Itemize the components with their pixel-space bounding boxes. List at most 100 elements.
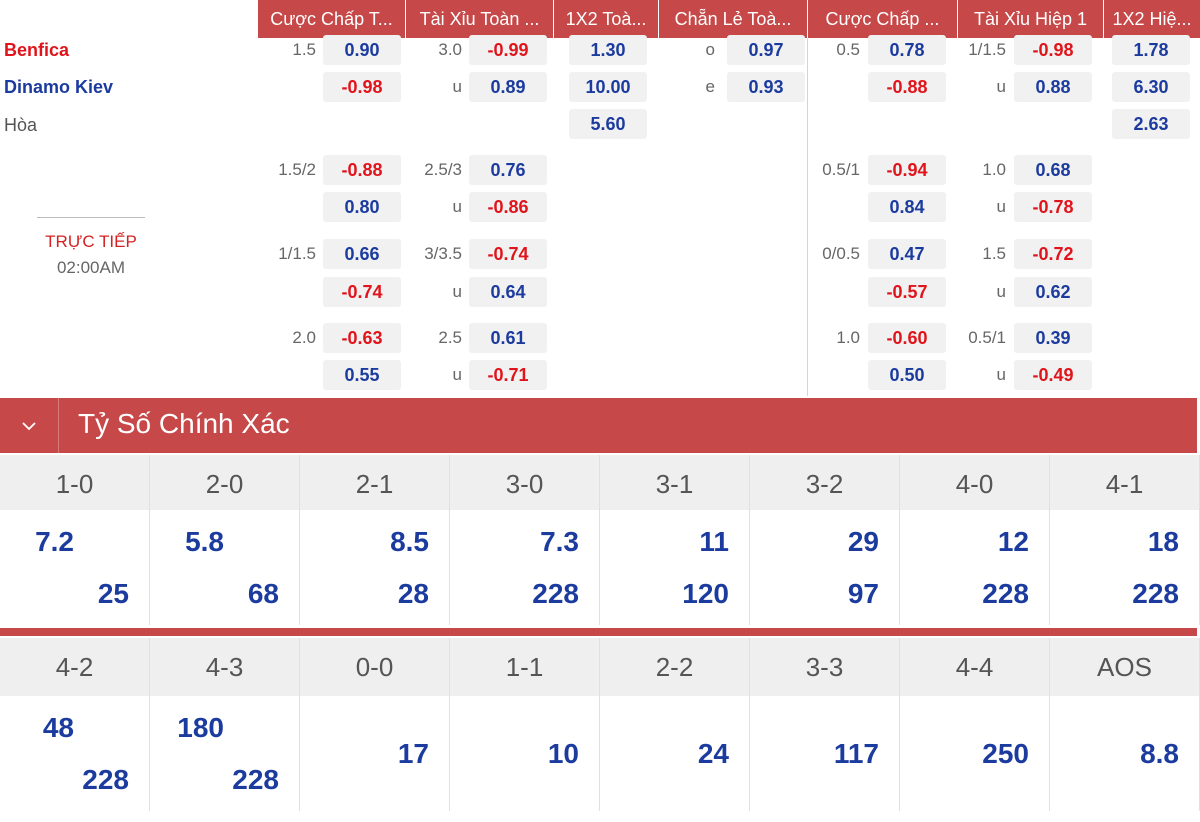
h1x12-draw-odd[interactable]: 2.63	[1112, 109, 1190, 139]
alt-ah-line: 1/1.5	[278, 244, 316, 263]
score-odd-away[interactable]: 228	[1050, 570, 1200, 625]
ah-away-odd[interactable]: -0.98	[323, 72, 401, 102]
score-odd[interactable]: 250	[900, 696, 1050, 811]
score-odd[interactable]: 117	[750, 696, 900, 811]
alt-ah-home-odd[interactable]: 0.66	[323, 239, 401, 269]
alt-ou-under-label: u	[452, 282, 462, 301]
score-odd-away[interactable]: 97	[750, 570, 900, 625]
header-handicap-full[interactable]: Cược Chấp T...	[258, 0, 406, 38]
half-separator	[807, 38, 808, 396]
alt-ou-line: 2.5/3	[424, 160, 462, 179]
header-handicap-h1[interactable]: Cược Chấp ...	[808, 0, 958, 38]
score-odd-away[interactable]: 120	[600, 570, 750, 625]
score-odd-home[interactable]: 29	[750, 510, 900, 570]
section-title: Tỷ Số Chính Xác	[78, 408, 290, 439]
score-odd-away[interactable]: 228	[900, 570, 1050, 625]
alt-ou-under-label: u	[452, 197, 462, 216]
ou-under-odd[interactable]: 0.89	[469, 72, 547, 102]
alt-h1ou-line: 1.0	[982, 160, 1006, 179]
alt-h1ah-away-odd[interactable]: 0.50	[868, 360, 946, 390]
header-1x2-h1[interactable]: 1X2 Hiệ...	[1104, 0, 1200, 38]
alt-ou-over-odd[interactable]: 0.76	[469, 155, 547, 185]
alt-ah-line: 2.0	[292, 328, 316, 347]
alt-h1ou-over-odd[interactable]: 0.39	[1014, 323, 1092, 353]
score-label: 3-1	[600, 455, 750, 510]
correct-score-header[interactable]: Tỷ Số Chính Xác	[0, 398, 1197, 453]
alt-ah-home-odd[interactable]: -0.88	[323, 155, 401, 185]
score-odd-away[interactable]: 68	[150, 570, 300, 625]
team-draw: Hòa	[4, 115, 38, 135]
x12-away-odd[interactable]: 10.00	[569, 72, 647, 102]
alt-h1ah-line: 0.5/1	[822, 160, 860, 179]
header-oddeven-full[interactable]: Chẵn Lẻ Toà...	[659, 0, 808, 38]
alt-ou-under-odd[interactable]: -0.86	[469, 192, 547, 222]
alt-h1ou-line: 0.5/1	[968, 328, 1006, 347]
alt-ou-line: 3/3.5	[424, 244, 462, 263]
alt-ou-under-odd[interactable]: 0.64	[469, 277, 547, 307]
alt-h1ou-under-odd[interactable]: 0.62	[1014, 277, 1092, 307]
score-odd-away[interactable]: 25	[0, 570, 150, 625]
score-odd-home[interactable]: 11	[600, 510, 750, 570]
alt-h1ah-away-odd[interactable]: -0.57	[868, 277, 946, 307]
alt-h1ou-over-odd[interactable]: 0.68	[1014, 155, 1092, 185]
score-odd-home[interactable]: 12	[900, 510, 1050, 570]
score-odd[interactable]: 24	[600, 696, 750, 811]
alt-ah-away-odd[interactable]: -0.74	[323, 277, 401, 307]
header-1x2-full[interactable]: 1X2 Toà...	[554, 0, 659, 38]
alt-h1ah-home-odd[interactable]: -0.60	[868, 323, 946, 353]
header-overunder-h1[interactable]: Tài Xỉu Hiệp 1	[958, 0, 1104, 38]
ah-line: 1.5	[292, 40, 316, 59]
alt-ah-away-odd[interactable]: 0.55	[323, 360, 401, 390]
score-odd-home[interactable]: 7.3	[450, 510, 600, 570]
score-odd[interactable]: 17	[300, 696, 450, 811]
score-label: 1-0	[0, 455, 150, 510]
h1x12-home-odd[interactable]: 1.78	[1112, 35, 1190, 65]
odds-table: Cược Chấp T... Tài Xỉu Toàn ... 1X2 Toà.…	[0, 0, 1200, 398]
header-overunder-full[interactable]: Tài Xỉu Toàn ...	[406, 0, 554, 38]
x12-home-odd[interactable]: 1.30	[569, 35, 647, 65]
score-odd-home[interactable]: 180	[150, 696, 300, 756]
score-odd[interactable]: 10	[450, 696, 600, 811]
alt-ah-away-odd[interactable]: 0.80	[323, 192, 401, 222]
h1ah-home-odd[interactable]: 0.78	[868, 35, 946, 65]
h1x12-away-odd[interactable]: 6.30	[1112, 72, 1190, 102]
score-label: 4-4	[900, 638, 1050, 696]
alt-h1ah-away-odd[interactable]: 0.84	[868, 192, 946, 222]
even-odd[interactable]: 0.93	[727, 72, 805, 102]
x12-draw-odd[interactable]: 5.60	[569, 109, 647, 139]
h1ou-line: 1/1.5	[968, 40, 1006, 59]
alt-h1ah-home-odd[interactable]: -0.94	[868, 155, 946, 185]
alt-ou-under-odd[interactable]: -0.71	[469, 360, 547, 390]
score-odd-away[interactable]: 228	[150, 756, 300, 811]
alt-ah-home-odd[interactable]: -0.63	[323, 323, 401, 353]
h1ou-under-odd[interactable]: 0.88	[1014, 72, 1092, 102]
correct-score-grid-2: 4-2 48 228 4-3 180 228 0-0 17 1-1 10 2-2 24 3-3 117 4-…	[0, 638, 1200, 822]
team-away: Dinamo Kiev	[4, 77, 114, 97]
score-odd-home[interactable]: 48	[0, 696, 150, 756]
alt-ou-over-odd[interactable]: 0.61	[469, 323, 547, 353]
alt-h1ah-home-odd[interactable]: 0.47	[868, 239, 946, 269]
ou-over-odd[interactable]: -0.99	[469, 35, 547, 65]
ah-home-odd[interactable]: 0.90	[323, 35, 401, 65]
alt-h1ou-under-odd[interactable]: -0.49	[1014, 360, 1092, 390]
team-home: Benfica	[4, 40, 70, 60]
score-odd-away[interactable]: 228	[0, 756, 150, 811]
score-odd-home[interactable]: 5.8	[150, 510, 300, 570]
score-odd-away[interactable]: 28	[300, 570, 450, 625]
score-odd-home[interactable]: 18	[1050, 510, 1200, 570]
h1ah-away-odd[interactable]: -0.88	[868, 72, 946, 102]
h1ah-line: 0.5	[836, 40, 860, 59]
score-label: 4-2	[0, 638, 150, 696]
score-label: 1-1	[450, 638, 600, 696]
h1ou-over-odd[interactable]: -0.98	[1014, 35, 1092, 65]
odd-odd[interactable]: 0.97	[727, 35, 805, 65]
alt-ou-over-odd[interactable]: -0.74	[469, 239, 547, 269]
score-odd-away[interactable]: 228	[450, 570, 600, 625]
score-odd-home[interactable]: 7.2	[0, 510, 150, 570]
score-odd[interactable]: 8.8	[1050, 696, 1200, 811]
alt-h1ah-line: 0/0.5	[822, 244, 860, 263]
score-odd-home[interactable]: 8.5	[300, 510, 450, 570]
alt-h1ou-over-odd[interactable]: -0.72	[1014, 239, 1092, 269]
alt-h1ou-under-odd[interactable]: -0.78	[1014, 192, 1092, 222]
chevron-down-icon[interactable]	[0, 398, 59, 453]
